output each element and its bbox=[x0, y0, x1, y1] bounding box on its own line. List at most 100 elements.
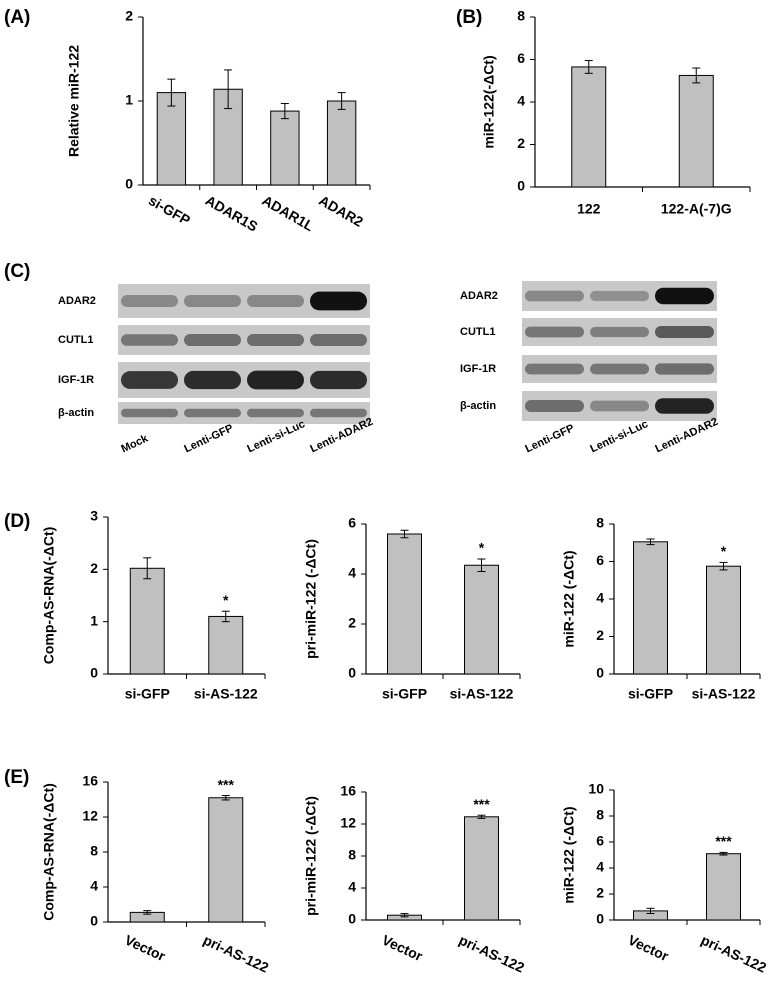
blot-row-label: ADAR2 bbox=[460, 290, 498, 302]
y-tick-label: 16 bbox=[82, 773, 98, 789]
y-axis-label: Relative miR-122 bbox=[66, 45, 82, 157]
y-tick-label: 8 bbox=[348, 847, 356, 863]
y-tick-label: 0 bbox=[517, 178, 525, 194]
y-tick-label: 6 bbox=[596, 833, 604, 849]
y-tick-label: 4 bbox=[517, 93, 525, 109]
y-axis-label: miR-122(-ΔCt) bbox=[481, 55, 497, 148]
error-bar bbox=[719, 851, 728, 856]
y-axis-label: miR-122 (-ΔCt) bbox=[561, 806, 577, 903]
x-tick-label: si-GFP bbox=[146, 192, 193, 228]
blot-band bbox=[590, 363, 649, 375]
x-tick-label: ADAR2 bbox=[316, 192, 366, 230]
error-bar bbox=[221, 795, 230, 801]
bar bbox=[156, 92, 187, 186]
blot-band bbox=[310, 408, 367, 418]
bar bbox=[129, 567, 165, 675]
y-tick-label: 6 bbox=[596, 552, 604, 568]
x-tick-label: pri-AS-122 bbox=[201, 932, 271, 976]
blot-band bbox=[655, 398, 714, 414]
blot-lane-label: Lenti-si-Luc bbox=[588, 418, 650, 455]
blot-band bbox=[121, 334, 178, 346]
bar bbox=[326, 100, 357, 186]
y-tick-label: 2 bbox=[596, 885, 604, 901]
bar bbox=[464, 564, 499, 675]
blot-lane-label: Mock bbox=[119, 432, 150, 455]
blot-strip bbox=[118, 402, 370, 424]
significance-label: * bbox=[721, 543, 727, 559]
panel-label: (D) bbox=[4, 511, 30, 532]
blot-band bbox=[247, 370, 304, 390]
bar bbox=[706, 853, 741, 921]
error-bar bbox=[400, 529, 409, 539]
y-tick-label: 4 bbox=[596, 590, 604, 606]
y-axis-label: pri-miR-122 (-ΔCt) bbox=[303, 539, 319, 659]
panel-label: (B) bbox=[456, 7, 482, 28]
y-tick-label: 6 bbox=[348, 515, 356, 531]
y-tick-label: 8 bbox=[90, 843, 98, 859]
panel-label: (A) bbox=[4, 7, 30, 28]
error-bar bbox=[221, 610, 230, 623]
y-tick-label: 2 bbox=[348, 615, 356, 631]
y-tick-label: 1 bbox=[90, 612, 98, 628]
panel-label: (C) bbox=[4, 261, 30, 282]
bar bbox=[208, 615, 244, 675]
blot-band bbox=[121, 371, 178, 389]
significance-label: * bbox=[479, 540, 485, 556]
blot-lane-label: Lenti-GFP bbox=[182, 422, 235, 455]
x-tick-label: si-GFP bbox=[382, 686, 427, 702]
x-tick-label: si-AS-122 bbox=[450, 686, 514, 702]
blot-band bbox=[525, 326, 584, 338]
x-tick-label: ADAR1S bbox=[203, 192, 261, 235]
blot-band bbox=[310, 334, 367, 346]
error-bar bbox=[692, 67, 701, 84]
y-tick-label: 4 bbox=[348, 565, 356, 581]
y-axis-label: miR-122 (-ΔCt) bbox=[561, 550, 577, 647]
error-bar bbox=[477, 814, 486, 819]
y-tick-label: 8 bbox=[596, 807, 604, 823]
error-bar bbox=[477, 558, 486, 572]
blot-band bbox=[121, 408, 178, 418]
blot-row-label: β-actin bbox=[460, 400, 496, 412]
error-bar bbox=[646, 538, 655, 546]
y-tick-label: 2 bbox=[90, 560, 98, 576]
y-axis-label: pri-miR-122 (-ΔCt) bbox=[303, 796, 319, 916]
blot-band bbox=[655, 287, 714, 305]
error-bar bbox=[280, 103, 289, 120]
blot-band bbox=[655, 325, 714, 339]
y-tick-label: 0 bbox=[596, 911, 604, 927]
y-axis-label: Comp-AS-RNA(-ΔCt) bbox=[41, 783, 57, 921]
blot-lane-label: Lenti-GFP bbox=[523, 422, 576, 455]
blot-band bbox=[184, 294, 241, 308]
bar bbox=[270, 110, 300, 186]
x-tick-label: ADAR1L bbox=[260, 192, 318, 234]
y-tick-label: 0 bbox=[90, 913, 98, 929]
significance-label: *** bbox=[715, 833, 732, 849]
y-tick-label: 2 bbox=[125, 8, 133, 24]
blot-band bbox=[247, 294, 304, 308]
error-bar bbox=[719, 561, 728, 571]
blot-band bbox=[310, 291, 367, 311]
blot-band bbox=[590, 290, 649, 302]
error-bar bbox=[584, 60, 593, 74]
y-tick-label: 8 bbox=[596, 515, 604, 531]
bar bbox=[706, 565, 741, 675]
error-bar bbox=[224, 69, 233, 110]
blot-band bbox=[247, 408, 304, 418]
blot-row-label: ADAR2 bbox=[58, 295, 96, 307]
y-tick-label: 8 bbox=[517, 8, 525, 24]
y-tick-label: 12 bbox=[340, 815, 356, 831]
y-axis-label: Comp-AS-RNA(-ΔCt) bbox=[41, 527, 57, 665]
y-tick-label: 1 bbox=[125, 92, 133, 108]
error-bar bbox=[143, 557, 152, 580]
bar bbox=[464, 816, 499, 921]
y-tick-label: 16 bbox=[340, 783, 356, 799]
y-tick-label: 0 bbox=[348, 911, 356, 927]
y-tick-label: 4 bbox=[348, 879, 356, 895]
x-tick-label: si-AS-122 bbox=[194, 686, 258, 702]
y-tick-label: 6 bbox=[517, 50, 525, 66]
y-tick-label: 3 bbox=[90, 508, 98, 524]
blot-band bbox=[590, 400, 649, 412]
bar bbox=[208, 797, 244, 923]
blot-row-label: CUTL1 bbox=[58, 334, 93, 346]
